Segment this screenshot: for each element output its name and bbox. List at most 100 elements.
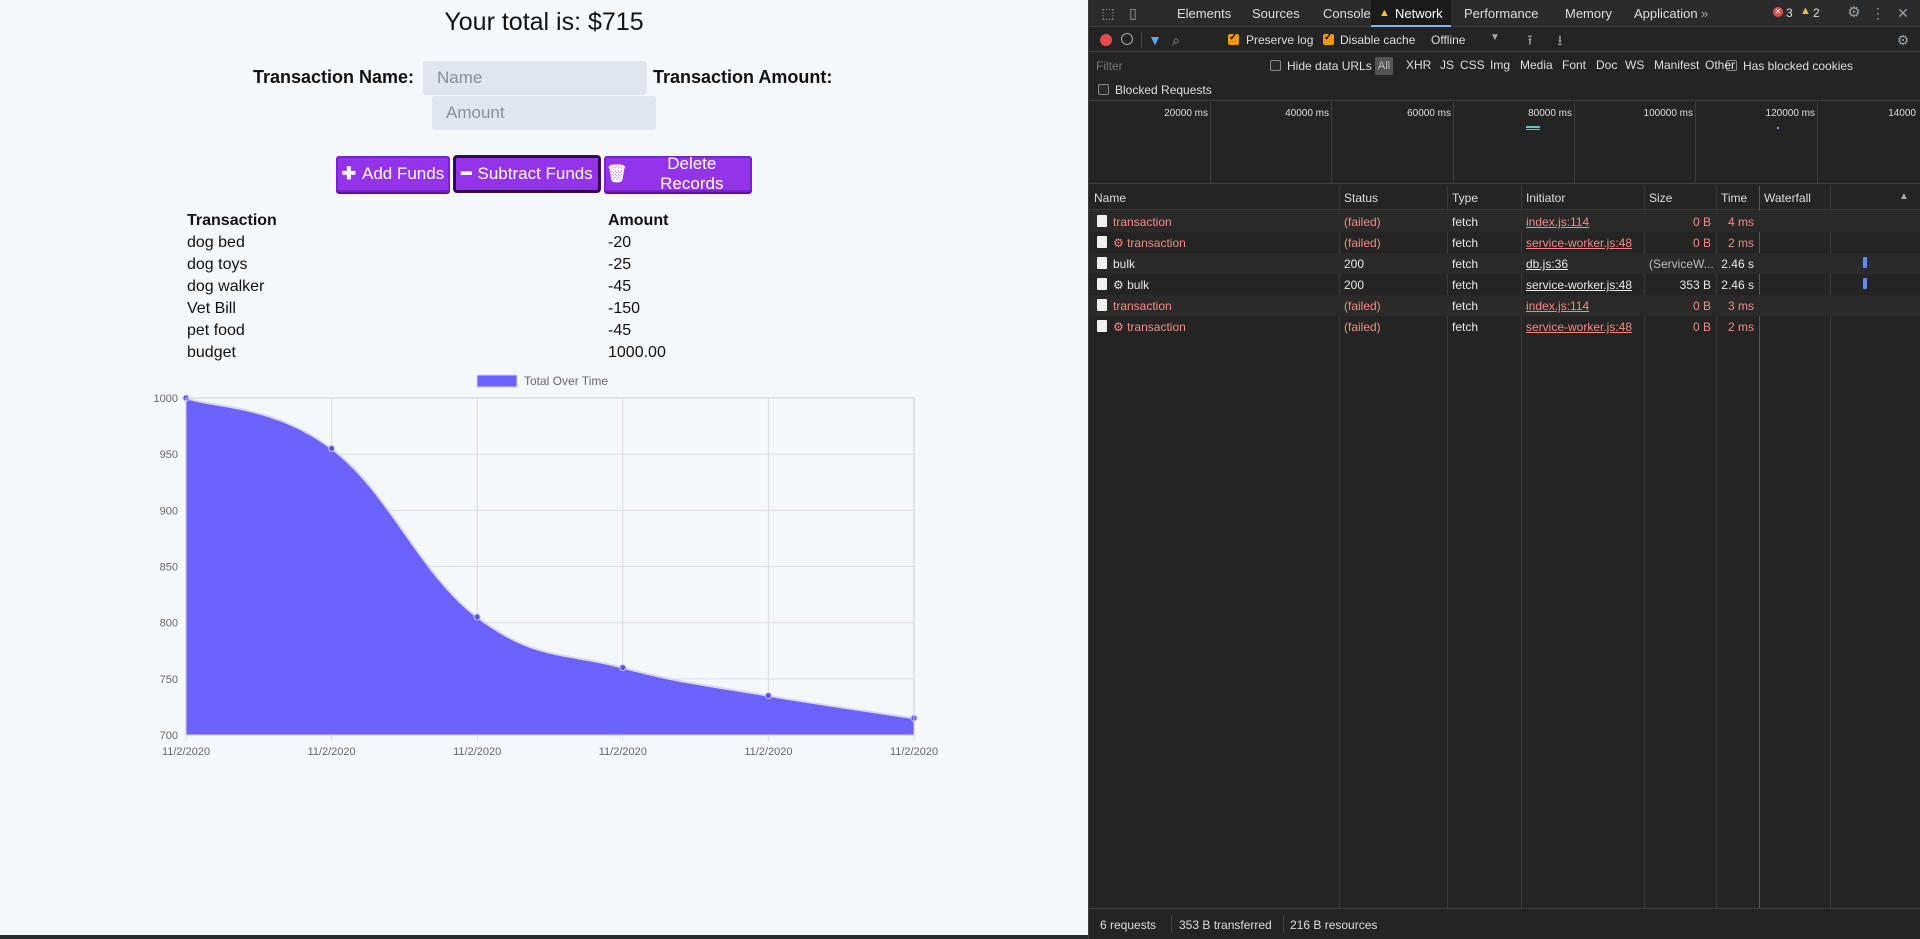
request-time: 2.46 s <box>1721 278 1754 292</box>
column-header-type[interactable]: Type <box>1452 191 1479 205</box>
add-funds-button[interactable]: ✚ Add Funds <box>336 156 450 192</box>
error-count[interactable]: 3 <box>1786 6 1793 20</box>
clear-icon[interactable] <box>1121 33 1133 45</box>
request-row[interactable]: ⚙ bulk 200 fetch service-worker.js:48 353 B 2… <box>1089 274 1920 295</box>
transaction-amount-cell: -45 <box>608 278 632 295</box>
has-blocked-cookies-checkbox[interactable] <box>1726 60 1737 71</box>
request-initiator[interactable]: service-worker.js:48 <box>1526 278 1633 292</box>
tab-application[interactable]: Application <box>1634 6 1698 21</box>
network-settings-gear-icon[interactable]: ⚙ <box>1896 32 1910 48</box>
inspect-element-icon[interactable]: ⬚ <box>1101 5 1115 21</box>
tab-sources[interactable]: Sources <box>1252 6 1300 21</box>
x-tick-label: 11/2/2020 <box>744 746 792 758</box>
transaction-name-cell: dog bed <box>187 234 245 251</box>
column-divider <box>1521 186 1522 908</box>
sort-ascending-icon[interactable]: ▲ <box>1899 191 1909 202</box>
delete-records-button[interactable]: 🗑 Delete Records <box>604 154 752 193</box>
document-icon <box>1097 236 1107 248</box>
table-row: dog walker -45 <box>184 276 704 298</box>
transaction-name-cell: pet food <box>187 322 245 339</box>
transaction-amount-input[interactable] <box>432 96 656 130</box>
record-icon[interactable] <box>1100 34 1112 46</box>
transaction-amount-cell: -25 <box>608 256 632 273</box>
table-row: budget 1000.00 <box>184 342 704 364</box>
tab-elements[interactable]: Elements <box>1177 6 1232 21</box>
tab-network-label: Network <box>1395 6 1443 21</box>
export-har-icon[interactable]: ⭳ <box>1557 32 1563 48</box>
column-header-waterfall[interactable]: Waterfall <box>1764 191 1811 205</box>
tab-memory[interactable]: Memory <box>1565 6 1612 21</box>
request-row[interactable]: ⚙ transaction (failed) fetch service-worker… <box>1089 232 1920 253</box>
type-filter-css[interactable]: CSS <box>1460 58 1485 72</box>
blocked-requests-checkbox[interactable] <box>1098 84 1109 95</box>
request-type: fetch <box>1452 320 1479 334</box>
hide-data-urls-checkbox[interactable] <box>1270 60 1281 71</box>
request-row[interactable]: bulk 200 fetch db.js:36 (ServiceW... 2.46 s <box>1089 253 1920 274</box>
column-header-status[interactable]: Status <box>1344 191 1379 205</box>
type-filter-xhr[interactable]: XHR <box>1406 58 1432 72</box>
settings-gear-icon[interactable]: ⚙ <box>1847 4 1861 21</box>
type-filter-media[interactable]: Media <box>1520 58 1553 72</box>
overview-gridline <box>1210 102 1211 184</box>
import-har-icon[interactable]: ⭱ <box>1527 32 1533 48</box>
data-point <box>473 613 481 621</box>
request-row[interactable]: ⚙ transaction (failed) fetch service-worker… <box>1089 316 1920 337</box>
request-row[interactable]: transaction (failed) fetch index.js:114 0 B 4… <box>1089 211 1920 232</box>
type-filter-other[interactable]: Other <box>1705 58 1736 72</box>
disable-cache-label: Disable cache <box>1340 33 1416 47</box>
request-row[interactable]: transaction (failed) fetch index.js:114 0 B 3… <box>1089 295 1920 316</box>
request-initiator[interactable]: db.js:36 <box>1526 257 1569 271</box>
overview-request-mark <box>1526 126 1540 128</box>
device-toolbar-icon[interactable]: ▯ <box>1129 5 1137 21</box>
plus-icon: ✚ <box>341 164 356 183</box>
filter-input[interactable] <box>1092 57 1256 75</box>
type-filter-ws[interactable]: WS <box>1625 58 1645 72</box>
tab-console[interactable]: Console <box>1323 6 1371 21</box>
column-header-time[interactable]: Time <box>1721 191 1748 205</box>
transaction-name-cell: dog walker <box>187 278 265 295</box>
network-status-bar: 6 requests 353 B transferred 216 B resou… <box>1089 908 1920 939</box>
warning-count[interactable]: 2 <box>1813 6 1820 20</box>
throttle-select[interactable]: Offline <box>1431 33 1466 47</box>
search-icon[interactable]: ⌕ <box>1172 32 1180 48</box>
network-overview-timeline[interactable]: 20000 ms 40000 ms 60000 ms 80000 ms 1000… <box>1089 102 1920 184</box>
data-point <box>619 664 627 672</box>
column-header-size[interactable]: Size <box>1649 191 1673 205</box>
type-filter-all[interactable]: All <box>1375 57 1393 75</box>
preserve-log-checkbox[interactable] <box>1228 32 1239 45</box>
table-row: Vet Bill -150 <box>184 298 704 320</box>
trash-icon: 🗑 <box>606 164 628 183</box>
more-options-icon[interactable]: ⋮ <box>1871 5 1885 21</box>
column-divider <box>1339 186 1340 908</box>
request-size: 0 B <box>1692 320 1711 334</box>
type-filter-manifest[interactable]: Manifest <box>1654 58 1700 72</box>
type-filter-js[interactable]: JS <box>1440 58 1455 72</box>
document-icon <box>1097 278 1107 290</box>
type-filter-doc[interactable]: Doc <box>1596 58 1618 72</box>
chevron-down-icon[interactable]: ▼ <box>1490 32 1500 43</box>
transaction-name-input[interactable] <box>423 61 647 95</box>
type-filter-img[interactable]: Img <box>1490 58 1511 72</box>
column-divider <box>1447 186 1448 908</box>
subtract-funds-button[interactable]: ━ Subtract Funds <box>454 156 600 192</box>
request-status: 200 <box>1344 278 1365 292</box>
column-header-initiator[interactable]: Initiator <box>1526 191 1566 205</box>
x-tick-label: 11/2/2020 <box>890 746 938 758</box>
request-initiator[interactable]: service-worker.js:48 <box>1526 236 1633 250</box>
more-tabs-button[interactable]: » <box>1701 6 1709 21</box>
tab-performance[interactable]: Performance <box>1464 6 1539 21</box>
close-devtools-icon[interactable]: ✕ <box>1897 5 1909 21</box>
request-initiator[interactable]: index.js:114 <box>1526 299 1590 313</box>
request-initiator[interactable]: index.js:114 <box>1526 215 1590 229</box>
table-row: pet food -45 <box>184 320 704 342</box>
disable-cache-checkbox[interactable] <box>1323 32 1334 45</box>
column-header-name[interactable]: Name <box>1094 191 1127 205</box>
window-bottom-edge <box>0 935 1088 939</box>
filter-funnel-icon[interactable]: ▼ <box>1148 32 1162 48</box>
series-area-total-over-time <box>186 398 914 735</box>
tab-network[interactable]: ▲ Network <box>1371 0 1451 27</box>
waterfall-bar <box>1863 278 1867 289</box>
request-initiator[interactable]: service-worker.js:48 <box>1526 320 1633 334</box>
network-toolbar: ▼ ⌕ Preserve log Disable cache Offline ▼… <box>1089 28 1920 52</box>
type-filter-font[interactable]: Font <box>1562 58 1587 72</box>
